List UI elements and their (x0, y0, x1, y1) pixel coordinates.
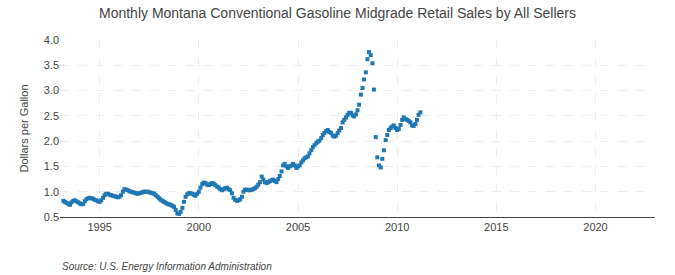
svg-text:2015: 2015 (484, 221, 508, 233)
svg-text:1995: 1995 (87, 221, 111, 233)
svg-text:3.0: 3.0 (44, 84, 59, 96)
svg-text:3.5: 3.5 (44, 59, 59, 71)
svg-text:1.0: 1.0 (44, 186, 59, 198)
svg-text:2005: 2005 (286, 221, 310, 233)
svg-text:2010: 2010 (385, 221, 409, 233)
svg-text:4.0: 4.0 (44, 34, 59, 46)
svg-text:Source: U.S. Energy Informatio: Source: U.S. Energy Information Administ… (62, 261, 272, 272)
svg-text:Monthly Montana Conventional G: Monthly Montana Conventional Gasoline Mi… (99, 5, 576, 21)
svg-text:2020: 2020 (583, 221, 607, 233)
svg-text:0.5: 0.5 (44, 211, 59, 223)
svg-text:1.5: 1.5 (44, 160, 59, 172)
svg-text:2.0: 2.0 (44, 135, 59, 147)
svg-text:2.5: 2.5 (44, 110, 59, 122)
svg-text:2000: 2000 (187, 221, 211, 233)
svg-text:Dollars per Gallon: Dollars per Gallon (18, 84, 30, 172)
